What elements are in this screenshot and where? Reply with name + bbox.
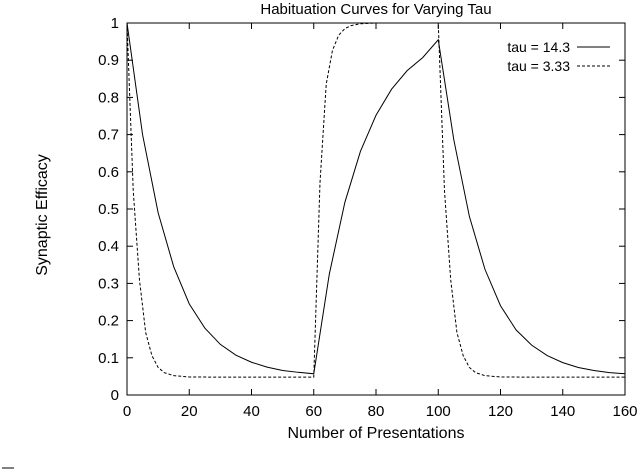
legend: tau = 14.3 tau = 3.33 <box>507 39 610 74</box>
series-lines <box>126 22 626 378</box>
y-tick-label: 0.5 <box>98 201 119 218</box>
chart-title: Habituation Curves for Varying Tau <box>260 1 491 18</box>
x-tick-label: 80 <box>368 403 385 420</box>
y-tick-label: 0.8 <box>98 89 119 106</box>
y-tick-label: 0.3 <box>98 275 119 292</box>
series-line-0 <box>126 22 626 375</box>
x-tick-label: 120 <box>488 403 513 420</box>
x-axis-label: Number of Presentations <box>288 425 465 442</box>
y-axis-label: Synaptic Efficacy <box>34 154 51 276</box>
y-tick-label: 0.4 <box>98 238 119 255</box>
y-tick-label: 0.9 <box>98 52 119 69</box>
x-tick-label: 100 <box>426 403 451 420</box>
x-tick-label: 20 <box>181 403 198 420</box>
plot-frame <box>126 22 626 396</box>
x-tick-label: 140 <box>550 403 575 420</box>
y-tick-label: 0.6 <box>98 164 119 181</box>
y-tick-label: 0 <box>111 387 119 404</box>
x-tick-label: 60 <box>305 403 322 420</box>
y-tick-label: 1 <box>111 15 119 32</box>
series-line-1 <box>126 22 625 378</box>
x-tick-label: 40 <box>243 403 260 420</box>
legend-label: tau = 14.3 <box>507 39 570 55</box>
x-tick-label: 160 <box>612 403 637 420</box>
x-tick-label: 0 <box>123 403 131 420</box>
y-tick-label: 0.2 <box>98 313 119 330</box>
y-tick-label: 0.1 <box>98 350 119 367</box>
legend-label: tau = 3.33 <box>507 58 570 74</box>
y-tick-label: 0.7 <box>98 127 119 144</box>
axis-ticks: 0 20 40 60 80 100 120 140 160 0 0.1 0.2 0.3 0.4 0.5 0.6… <box>98 15 637 420</box>
